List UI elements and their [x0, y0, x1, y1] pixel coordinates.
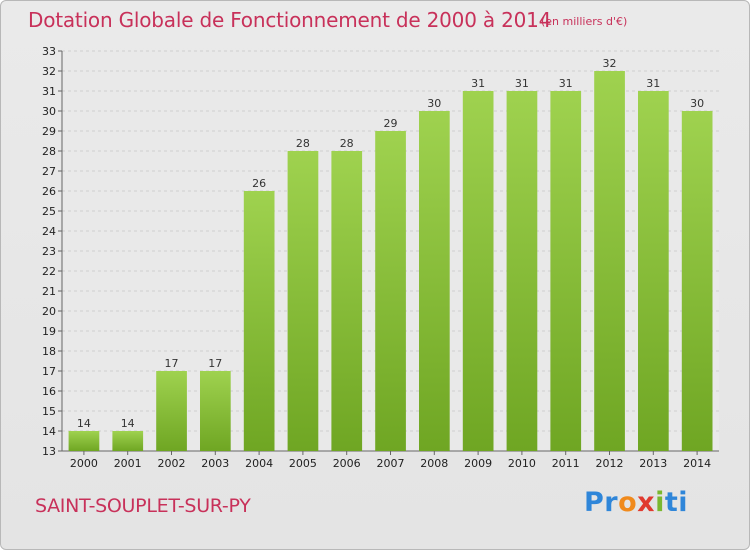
x-tick-label: 2000	[70, 457, 98, 470]
y-tick-label: 25	[42, 205, 56, 218]
y-tick-label: 26	[42, 185, 56, 198]
x-tick-label: 2010	[508, 457, 536, 470]
y-tick-label: 31	[42, 85, 56, 98]
y-tick-label: 17	[42, 365, 56, 378]
bar-2000	[68, 431, 100, 451]
y-tick-label: 18	[42, 345, 56, 358]
chart-subtitle: (en milliers d'€)	[541, 15, 628, 28]
data-label-2011: 31	[559, 77, 573, 90]
y-tick-label: 13	[42, 445, 56, 458]
data-label-2006: 28	[340, 137, 354, 150]
bar-2009	[462, 91, 494, 451]
y-tick-label: 23	[42, 245, 56, 258]
y-tick-labels: 13 14 15 16 17 18 19 20 21 22 23 24 25 26 27 28 29 30 31 32…	[42, 45, 56, 458]
bar-2011	[550, 91, 582, 451]
place-name: SAINT-SOUPLET-SUR-PY	[35, 495, 251, 517]
x-tick-label: 2007	[377, 457, 405, 470]
x-tick-label: 2005	[289, 457, 317, 470]
y-tick-label: 29	[42, 125, 56, 138]
data-label-2002: 17	[165, 357, 179, 370]
y-tick-label: 15	[42, 405, 56, 418]
bar-2010	[506, 91, 538, 451]
y-tick-label: 20	[42, 305, 56, 318]
bar-2007	[375, 131, 406, 451]
x-tick-label: 2013	[639, 457, 667, 470]
y-tick-label: 28	[42, 145, 56, 158]
data-label-2003: 17	[208, 357, 222, 370]
bar-2014	[681, 111, 713, 451]
x-tick-labels: 2000 2001 2002 2003 2004 2005 2006 2007 2008 2009…	[70, 457, 711, 470]
y-tick-label: 14	[42, 425, 56, 438]
data-label-2000: 14	[77, 417, 91, 430]
x-tick-label: 2003	[201, 457, 229, 470]
bar-2008	[419, 111, 450, 451]
y-tick-label: 22	[42, 265, 56, 278]
y-tick-label: 19	[42, 325, 56, 338]
proxiti-logo: Proxiti	[584, 487, 689, 518]
y-tick-label: 16	[42, 385, 56, 398]
bar-2005	[287, 151, 319, 451]
bar-2001	[112, 431, 144, 451]
bar-2013	[638, 91, 669, 451]
x-tick-label: 2009	[464, 457, 492, 470]
bar-2004	[243, 191, 275, 451]
bar-2002	[156, 371, 187, 451]
data-label-2010: 31	[515, 77, 529, 90]
y-tick-label: 24	[42, 225, 56, 238]
x-tick-label: 2014	[683, 457, 711, 470]
data-label-2007: 29	[384, 117, 398, 130]
data-label-2014: 30	[690, 97, 704, 110]
data-label-2001: 14	[121, 417, 135, 430]
data-label-2005: 28	[296, 137, 310, 150]
x-tick-label: 2002	[158, 457, 186, 470]
x-tick-label: 2011	[552, 457, 580, 470]
data-label-2008: 30	[427, 97, 441, 110]
chart-title: Dotation Globale de Fonctionnement de 20…	[28, 8, 552, 32]
y-tick-label: 21	[42, 285, 56, 298]
bar-2006	[331, 151, 363, 451]
y-tick-label: 30	[42, 105, 56, 118]
data-label-2009: 31	[471, 77, 485, 90]
x-tick-label: 2004	[245, 457, 273, 470]
y-tick-label: 33	[42, 45, 56, 58]
bar-2003	[200, 371, 231, 451]
x-tick-label: 2001	[114, 457, 142, 470]
y-tick-label: 27	[42, 165, 56, 178]
bars	[68, 71, 713, 451]
x-tick-label: 2008	[420, 457, 448, 470]
x-tick-label: 2006	[333, 457, 361, 470]
data-labels: 14 14 17 17 26 28 28 29 30 31 31 31 32 31 30	[77, 57, 704, 430]
bar-2012	[594, 71, 625, 451]
x-tick-label: 2012	[596, 457, 624, 470]
data-label-2004: 26	[252, 177, 266, 190]
y-tick-label: 32	[42, 65, 56, 78]
data-label-2013: 31	[646, 77, 660, 90]
data-label-2012: 32	[603, 57, 617, 70]
